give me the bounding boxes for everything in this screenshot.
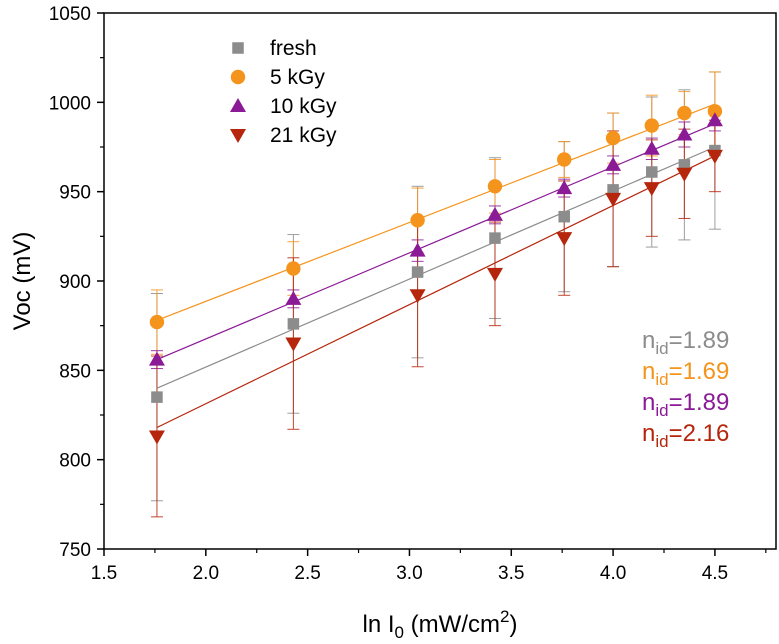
data-point (677, 105, 692, 121)
data-point (558, 210, 570, 223)
data-point (605, 156, 622, 171)
data-point (676, 167, 693, 182)
x-tick-label: 4.5 (702, 563, 728, 584)
y-tick-label: 1050 (49, 4, 91, 25)
data-point (409, 289, 426, 304)
data-point (557, 152, 572, 167)
data-point (489, 232, 501, 244)
data-point (646, 166, 658, 178)
data-point (151, 391, 163, 403)
legend-marker (232, 42, 244, 54)
legend-marker (230, 98, 246, 112)
fit-line (156, 103, 716, 321)
data-point (676, 126, 693, 141)
data-point (285, 337, 302, 352)
data-point (706, 149, 723, 164)
data-point (607, 184, 619, 196)
data-point (410, 213, 425, 228)
data-point (605, 192, 622, 207)
legend: fresh 5 kGy 10 kGy 21 kGy (230, 37, 337, 147)
x-tick-label: 3.0 (396, 563, 422, 584)
legend-label: 5 kGy (270, 66, 325, 89)
data-point (643, 182, 660, 197)
y-tick-label: 950 (59, 183, 91, 204)
x-tick-label: 2.5 (294, 563, 320, 584)
data-point (411, 266, 424, 278)
marker-layer (148, 104, 723, 445)
data-point (678, 159, 691, 171)
y-tick-label: 800 (59, 451, 91, 472)
data-point (487, 179, 503, 194)
data-point (285, 290, 302, 305)
data-point (706, 112, 723, 127)
data-point (643, 140, 660, 155)
legend-marker (230, 129, 246, 143)
fit-line (156, 155, 716, 429)
x-tick-label: 1.5 (91, 563, 117, 584)
fit-line (156, 123, 716, 361)
ideality-factor-label: nid=1.89 (642, 327, 729, 358)
data-point (707, 104, 723, 119)
y-axis-title: Voc (mV) (9, 232, 36, 331)
legend-label: 21 kGy (270, 124, 337, 147)
ideality-factor-label: nid=1.69 (642, 358, 729, 389)
x-axis-title: ln I0 (mW/cm2) (363, 607, 518, 642)
x-tick-label: 3.5 (498, 563, 524, 584)
axis-layer: 1.5 2.0 2.5 3.0 3.5 4.0 4.5 750 800 850 900 950 1000… (49, 4, 767, 584)
data-point (148, 430, 165, 445)
plot-frame (103, 12, 777, 550)
data-point (287, 318, 300, 330)
y-tick-label: 1000 (49, 93, 91, 114)
data-point (149, 314, 165, 330)
data-point (644, 118, 659, 133)
data-point (556, 232, 573, 247)
ideality-factor-label: nid=2.16 (642, 420, 729, 451)
data-point (286, 261, 301, 276)
y-tick-label: 750 (59, 540, 91, 561)
legend-marker (230, 69, 246, 85)
y-tick-label: 850 (59, 361, 91, 382)
legend-label: fresh (270, 37, 317, 60)
data-point (486, 206, 503, 221)
x-tick-label: 2.0 (193, 563, 219, 584)
y-tick-label: 900 (59, 272, 91, 293)
data-point (409, 242, 426, 257)
fit-line-layer (156, 103, 716, 429)
data-point (605, 130, 621, 146)
data-point (486, 267, 503, 282)
legend-label: 10 kGy (270, 95, 337, 118)
data-point (148, 351, 165, 366)
ideality-factor-label: nid=1.89 (642, 389, 729, 420)
data-point (556, 180, 573, 195)
x-tick-label: 4.0 (600, 563, 626, 584)
fit-line (156, 146, 716, 389)
